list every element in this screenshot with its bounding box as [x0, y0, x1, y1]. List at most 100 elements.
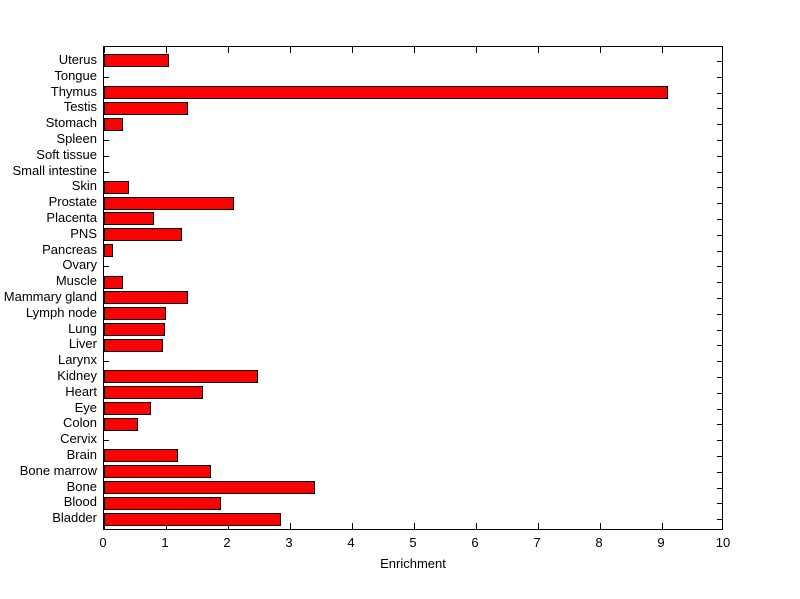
x-axis-title: Enrichment	[380, 556, 446, 571]
y-tick-right	[717, 172, 722, 173]
y-tick-left	[104, 77, 109, 78]
bar	[104, 118, 123, 131]
x-tick-bottom	[104, 523, 105, 529]
bar	[104, 339, 163, 352]
x-tick-bottom	[600, 523, 601, 529]
y-tick-right	[717, 266, 722, 267]
bar	[104, 386, 203, 399]
y-tick-right	[717, 140, 722, 141]
bar	[104, 244, 113, 257]
y-tick-right	[717, 330, 722, 331]
y-tick-right	[717, 519, 722, 520]
y-tick-right	[717, 187, 722, 188]
y-category-label: Soft tissue	[36, 147, 97, 162]
y-tick-right	[717, 298, 722, 299]
x-tick-bottom	[476, 523, 477, 529]
x-tick-label: 9	[657, 535, 665, 550]
y-tick-right	[717, 156, 722, 157]
y-category-label: Mammary gland	[3, 289, 97, 304]
y-tick-right	[717, 361, 722, 362]
x-tick-top	[166, 47, 167, 53]
y-tick-right	[717, 235, 722, 236]
bar	[104, 307, 166, 320]
y-tick-right	[717, 108, 722, 109]
x-tick-label: 6	[471, 535, 479, 550]
bar	[104, 102, 188, 115]
x-tick-label: 10	[715, 535, 731, 550]
y-tick-right	[717, 282, 722, 283]
bar	[104, 323, 165, 336]
x-tick-label: 7	[533, 535, 541, 550]
x-tick-bottom	[414, 523, 415, 529]
x-tick-top	[228, 47, 229, 53]
x-tick-bottom	[228, 523, 229, 529]
y-category-label: Tongue	[54, 68, 97, 83]
y-tick-right	[717, 345, 722, 346]
y-tick-right	[717, 219, 722, 220]
x-tick-top	[290, 47, 291, 53]
y-tick-right	[717, 440, 722, 441]
y-category-label: Heart	[65, 384, 97, 399]
x-tick-label: 5	[409, 535, 417, 550]
bar	[104, 513, 281, 526]
x-tick-bottom	[352, 523, 353, 529]
y-tick-left	[104, 440, 109, 441]
bar	[104, 54, 169, 67]
y-category-label: Larynx	[57, 352, 97, 367]
x-tick-bottom	[722, 523, 723, 529]
y-category-label: Uterus	[58, 52, 97, 67]
y-category-label: Ovary	[62, 257, 97, 272]
bar	[104, 197, 234, 210]
y-tick-right	[717, 424, 722, 425]
y-category-label: Kidney	[57, 368, 97, 383]
x-tick-top	[722, 47, 723, 53]
y-category-label: Thymus	[50, 84, 97, 99]
y-category-label: Lung	[68, 321, 97, 336]
bar	[104, 276, 123, 289]
bar	[104, 86, 668, 99]
y-category-label: Bone	[66, 479, 97, 494]
y-tick-right	[717, 472, 722, 473]
plot-area	[103, 46, 723, 530]
bar	[104, 212, 154, 225]
x-tick-top	[662, 47, 663, 53]
x-tick-top	[476, 47, 477, 53]
y-category-label: Liver	[68, 336, 97, 351]
x-tick-label: 8	[595, 535, 603, 550]
y-tick-right	[717, 77, 722, 78]
y-category-label: Stomach	[45, 115, 97, 130]
y-tick-right	[717, 251, 722, 252]
bar	[104, 370, 258, 383]
y-tick-right	[717, 503, 722, 504]
x-tick-top	[538, 47, 539, 53]
y-category-label: Blood	[63, 494, 97, 509]
y-tick-right	[717, 488, 722, 489]
y-category-label: Skin	[71, 178, 97, 193]
y-category-label: Prostate	[48, 194, 97, 209]
y-tick-left	[104, 156, 109, 157]
y-tick-left	[104, 266, 109, 267]
y-category-label: Bone marrow	[19, 463, 97, 478]
bar	[104, 418, 138, 431]
y-tick-right	[717, 456, 722, 457]
bar	[104, 402, 151, 415]
y-category-label: Muscle	[55, 273, 97, 288]
y-category-label: Eye	[74, 400, 97, 415]
y-tick-left	[104, 172, 109, 173]
x-tick-label: 3	[285, 535, 293, 550]
y-tick-right	[717, 93, 722, 94]
y-category-label: Pancreas	[42, 242, 97, 257]
y-category-label: Testis	[63, 99, 97, 114]
y-tick-right	[717, 314, 722, 315]
y-category-label: Spleen	[56, 131, 97, 146]
bar	[104, 481, 315, 494]
bar	[104, 291, 188, 304]
x-tick-bottom	[290, 523, 291, 529]
y-tick-right	[717, 393, 722, 394]
y-category-label: Lymph node	[25, 305, 97, 320]
x-tick-top	[414, 47, 415, 53]
x-tick-bottom	[166, 523, 167, 529]
x-tick-label: 1	[161, 535, 169, 550]
y-category-label: Placenta	[46, 210, 97, 225]
